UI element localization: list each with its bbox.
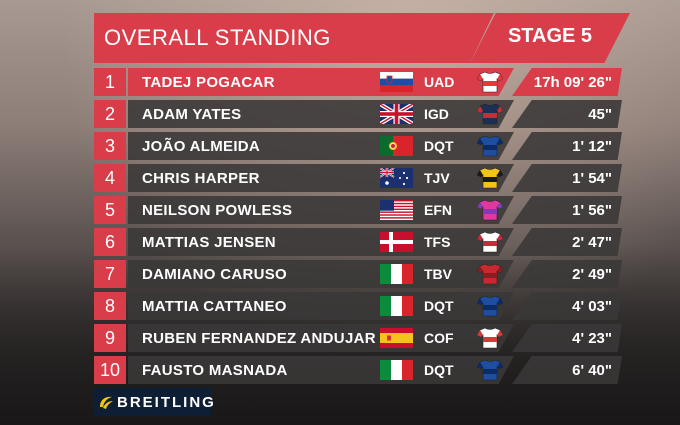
time-background [512, 164, 622, 192]
jumbo-jersey-icon [476, 167, 504, 189]
australia-flag-icon [380, 168, 413, 188]
team-code: COF [424, 330, 454, 346]
rider-name: TADEJ POGACAR [142, 74, 275, 91]
rider-name: MATTIAS JENSEN [142, 234, 276, 251]
row-background [128, 260, 514, 288]
table-row: 5 NEILSON POWLESS EFN 1' 56" [94, 196, 630, 224]
time-background [512, 260, 622, 288]
time-background [512, 324, 622, 352]
table-row: 4 CHRIS HARPER TJV 1' 54" [94, 164, 630, 192]
header-title-panel: OVERALL STANDING [94, 13, 494, 63]
rank-badge: 8 [94, 292, 126, 320]
team-code: TJV [424, 170, 450, 186]
sponsor-label: BREITLING [117, 394, 216, 411]
ineos-jersey-icon [476, 103, 504, 125]
sponsor-badge: BREITLING [93, 388, 214, 416]
rider-time: 1' 56" [572, 202, 612, 219]
row-background [128, 324, 514, 352]
table-row: 6 MATTIAS JENSEN TFS 2' 47" [94, 228, 630, 256]
team-code: TBV [424, 266, 452, 282]
rank-badge: 3 [94, 132, 126, 160]
rank-badge: 1 [94, 68, 126, 96]
ef-jersey-icon [476, 199, 504, 221]
header-stage-panel: STAGE 5 [470, 13, 630, 63]
quickstep-jersey-icon [476, 135, 504, 157]
italy-flag-icon [380, 360, 413, 380]
rider-name: DAMIANO CARUSO [142, 266, 288, 283]
rider-time: 4' 03" [572, 298, 612, 315]
rider-name: NEILSON POWLESS [142, 202, 293, 219]
stage-label: STAGE 5 [507, 25, 593, 47]
rank-badge: 7 [94, 260, 126, 288]
breitling-logo-icon [100, 396, 113, 409]
uk-flag-icon [380, 104, 413, 124]
team-code: TFS [424, 234, 451, 250]
rider-time: 45" [588, 106, 612, 123]
rider-time: 1' 12" [572, 138, 612, 155]
rider-time: 6' 40" [572, 362, 612, 379]
table-row: 9 RUBEN FERNANDEZ ANDUJAR COF 4' 23" [94, 324, 630, 352]
slovenia-flag-icon [380, 72, 413, 92]
row-background [128, 100, 514, 128]
table-row: 10 FAUSTO MASNADA DQT 6' 40" [94, 356, 630, 384]
table-row: 8 MATTIA CATTANEO DQT 4' 03" [94, 292, 630, 320]
team-code: IGD [424, 106, 449, 122]
team-code: UAD [424, 74, 455, 90]
rider-name: CHRIS HARPER [142, 170, 260, 187]
row-background [128, 228, 514, 256]
time-background [512, 132, 622, 160]
denmark-flag-icon [380, 232, 413, 252]
time-background [512, 196, 622, 224]
rank-badge: 5 [94, 196, 126, 224]
italy-flag-icon [380, 264, 413, 284]
team-code: DQT [424, 138, 454, 154]
usa-flag-icon [380, 200, 413, 220]
rider-time: 4' 23" [572, 330, 612, 347]
rider-time: 17h 09' 26" [533, 74, 612, 91]
page-title: OVERALL STANDING [104, 25, 331, 50]
time-background [512, 228, 622, 256]
row-background [128, 132, 514, 160]
quickstep-jersey-icon [476, 295, 504, 317]
standings-header: OVERALL STANDING STAGE 5 [94, 13, 630, 63]
row-background [128, 164, 514, 192]
rank-badge: 10 [94, 356, 126, 384]
portugal-flag-icon [380, 136, 413, 156]
quickstep-jersey-icon [476, 359, 504, 381]
trek-jersey-icon [476, 231, 504, 253]
team-code: EFN [424, 202, 452, 218]
rank-badge: 2 [94, 100, 126, 128]
row-background [128, 356, 514, 384]
spain-flag-icon [380, 328, 413, 348]
team-code: DQT [424, 362, 454, 378]
uae-jersey-icon [476, 71, 504, 93]
row-background [128, 68, 514, 96]
time-background [512, 292, 622, 320]
row-background [128, 196, 514, 224]
italy-flag-icon [380, 296, 413, 316]
time-background [512, 100, 622, 128]
table-row: 1 TADEJ POGACAR UAD 17h 09' 26" [94, 68, 630, 96]
bahrain-jersey-icon [476, 263, 504, 285]
row-background [128, 292, 514, 320]
rank-badge: 6 [94, 228, 126, 256]
table-row: 3 JOÃO ALMEIDA DQT 1' 12" [94, 132, 630, 160]
rider-time: 2' 49" [572, 266, 612, 283]
rider-name: JOÃO ALMEIDA [142, 138, 261, 155]
team-code: DQT [424, 298, 454, 314]
rider-time: 1' 54" [572, 170, 612, 187]
rank-badge: 9 [94, 324, 126, 352]
rider-time: 2' 47" [572, 234, 612, 251]
rider-name: MATTIA CATTANEO [142, 298, 287, 315]
rider-name: ADAM YATES [142, 106, 242, 123]
table-row: 2 ADAM YATES IGD 45" [94, 100, 630, 128]
rank-badge: 4 [94, 164, 126, 192]
cofidis-jersey-icon [476, 327, 504, 349]
time-background [512, 68, 622, 96]
table-row: 7 DAMIANO CARUSO TBV 2' 49" [94, 260, 630, 288]
rider-name: FAUSTO MASNADA [142, 362, 288, 379]
time-background [512, 356, 622, 384]
rider-name: RUBEN FERNANDEZ ANDUJAR [142, 330, 376, 347]
